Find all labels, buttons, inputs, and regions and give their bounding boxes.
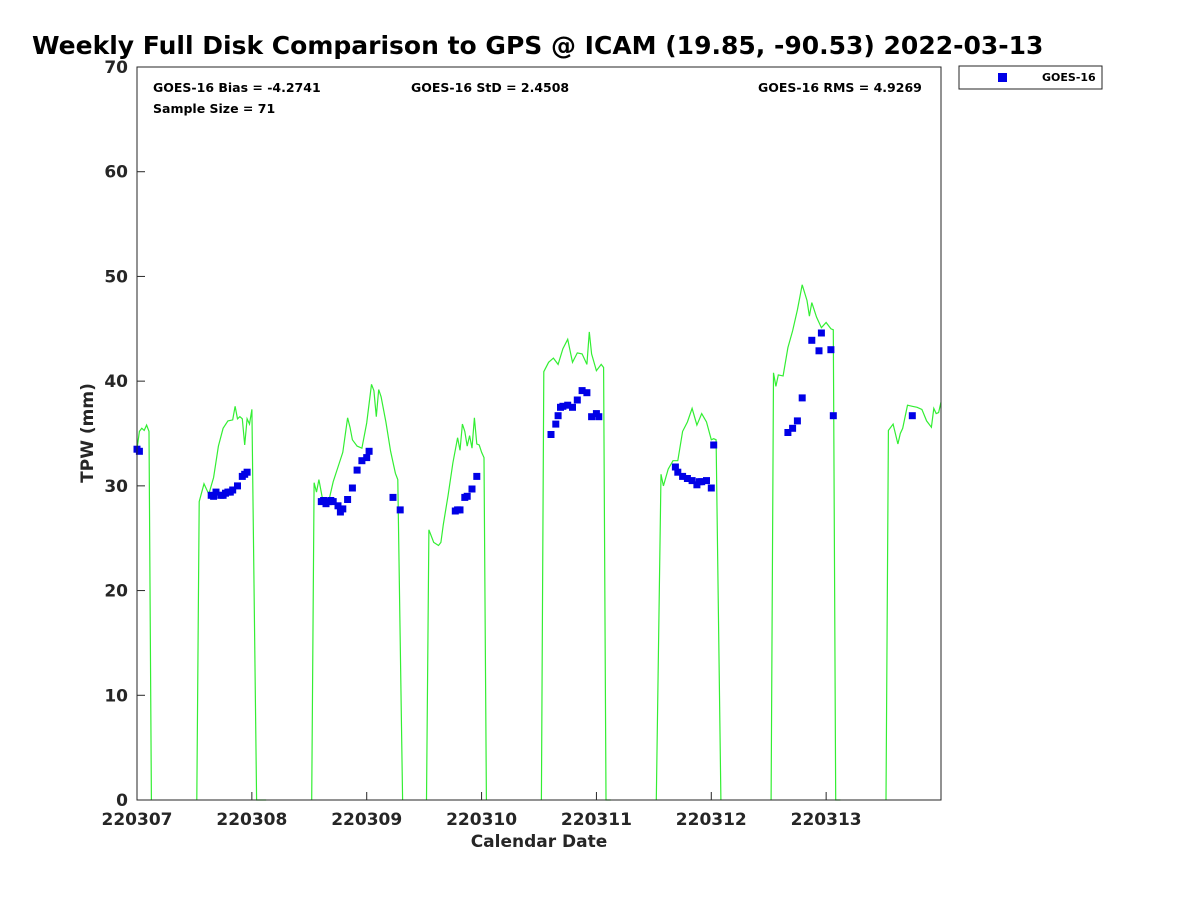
goes16-point	[703, 477, 710, 485]
plot-frame	[136, 66, 942, 801]
gps-series-line	[540, 331, 611, 801]
x-tick-label: 220310	[446, 810, 517, 830]
goes16-point	[710, 441, 718, 449]
y-axis-label: TPW (mm)	[78, 383, 98, 483]
goes16-point	[473, 472, 481, 480]
goes16-point	[789, 424, 797, 432]
goes16-point	[784, 429, 792, 436]
goes16-point	[588, 413, 596, 421]
goes16-point	[234, 482, 241, 490]
goes16-point	[698, 478, 706, 486]
goes16-point	[595, 413, 603, 421]
goes16-point	[578, 387, 586, 395]
rms-stat: GOES-16 RMS = 4.9269	[758, 80, 922, 95]
goes16-point	[688, 477, 696, 485]
goes16-point	[210, 492, 218, 500]
goes16-point	[827, 346, 835, 354]
goes16-point	[679, 472, 687, 480]
gps-series-line	[425, 417, 487, 801]
x-tick-label: 220311	[561, 810, 632, 830]
goes16-point	[389, 493, 397, 501]
goes16-point	[212, 488, 220, 496]
y-axis: 0 10 20 30 40 50 60 70	[104, 58, 145, 811]
gps-series-line	[885, 401, 942, 801]
legend-box	[958, 65, 1103, 90]
goes16-point	[344, 496, 352, 503]
goes16-point	[554, 412, 562, 420]
y-tick-label: 10	[104, 686, 128, 706]
legend-label-goes16: GOES-16	[1042, 71, 1096, 84]
y-tick-label: 60	[104, 163, 128, 183]
std-stat: GOES-16 StD = 2.4508	[411, 80, 569, 95]
y-tick-label: 0	[116, 791, 128, 811]
goes16-point	[363, 454, 371, 462]
x-axis-label: Calendar Date	[471, 832, 608, 852]
goes16-point	[339, 505, 347, 513]
bias-stat: GOES-16 Bias = -4.2741	[153, 80, 321, 95]
legend: GOES-16	[958, 65, 1103, 90]
goes16-point	[674, 468, 682, 476]
x-tick-label: 220309	[331, 810, 402, 830]
goes16-point	[559, 402, 567, 410]
goes16-point	[573, 396, 581, 404]
goes16-point	[468, 485, 476, 493]
chart-title: Weekly Full Disk Comparison to GPS @ ICA…	[32, 31, 1043, 60]
goes16-point	[243, 468, 251, 476]
gps-series-line	[136, 423, 152, 801]
legend-marker-goes16	[998, 73, 1007, 82]
gps-series-line	[655, 406, 722, 801]
gps-series-line	[196, 406, 267, 801]
y-tick-label: 20	[104, 582, 128, 602]
goes16-point	[829, 412, 837, 420]
goes16-point	[463, 492, 471, 500]
y-tick-label: 40	[104, 372, 128, 392]
goes16-point	[334, 502, 342, 510]
x-tick-label: 220308	[216, 810, 287, 830]
y-tick-label: 50	[104, 267, 128, 287]
goes16-point	[707, 484, 715, 492]
goes16-point	[564, 401, 572, 409]
x-tick-label: 220312	[676, 810, 747, 830]
goes16-point	[396, 506, 404, 514]
plot-area	[133, 284, 942, 801]
goes16-point	[552, 420, 560, 428]
goes16-point	[229, 486, 237, 494]
goes16-point	[547, 431, 555, 438]
goes16-point	[353, 466, 361, 474]
goes16-point	[671, 463, 679, 471]
goes16-point	[365, 447, 373, 455]
goes16-point	[583, 389, 591, 397]
goes16-point	[793, 417, 801, 425]
x-axis: 220307 220308 220309 220310 220311 220312 2203…	[102, 792, 862, 830]
goes16-point	[908, 412, 916, 420]
sample-size-stat: Sample Size = 71	[153, 101, 275, 116]
goes16-point	[683, 475, 691, 482]
goes16-point	[358, 457, 366, 465]
goes16-point	[817, 329, 825, 337]
goes16-point	[348, 484, 356, 492]
y-tick-label: 30	[104, 477, 128, 497]
goes16-point	[456, 506, 464, 514]
goes16-point	[808, 336, 816, 344]
goes16-point	[135, 447, 143, 455]
goes16-point	[798, 394, 806, 402]
x-tick-label: 220313	[791, 810, 862, 830]
goes16-point	[569, 403, 576, 411]
y-tick-label: 70	[104, 58, 128, 78]
gps-series-line	[770, 284, 841, 801]
goes16-point	[815, 347, 823, 355]
goes16-point	[329, 498, 337, 506]
x-tick-label: 220307	[102, 810, 173, 830]
gps-series-line	[311, 384, 404, 801]
